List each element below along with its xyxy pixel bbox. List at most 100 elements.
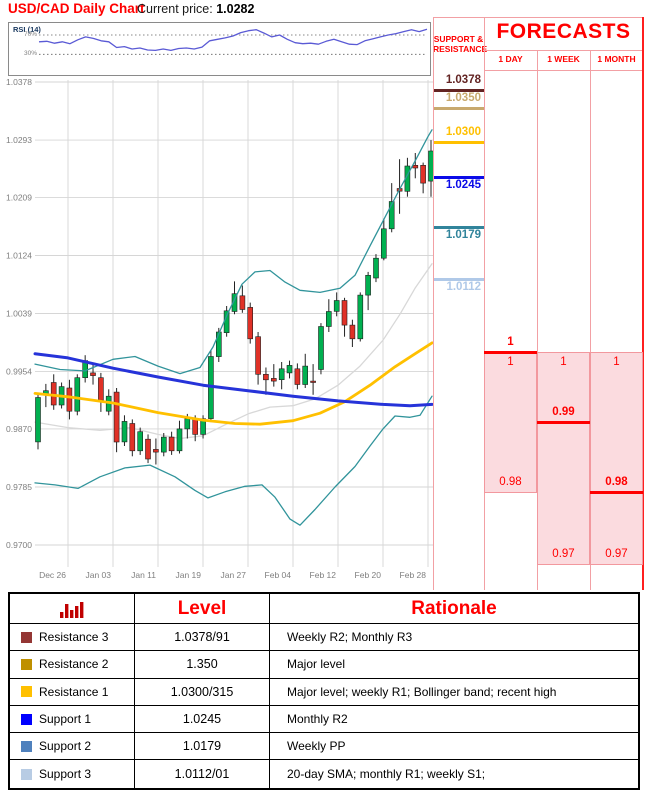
svg-text:Feb 28: Feb 28	[400, 570, 427, 580]
svg-text:Feb 12: Feb 12	[310, 570, 337, 580]
level-name: Resistance 3	[39, 630, 109, 645]
levels-table: Level Rationale Resistance 3 1.0378/91 Wee…	[8, 592, 640, 790]
candle-up	[286, 365, 293, 374]
level-name: Resistance 1	[39, 684, 109, 699]
candle-down	[310, 380, 316, 383]
rsi-30-tick-label: 30%	[23, 50, 37, 57]
forecast-value: 0.99	[552, 406, 575, 418]
forecast-range-box	[590, 352, 643, 565]
forecast-col-1week: 1 WEEK	[547, 54, 580, 64]
forecast-range-box	[484, 352, 537, 493]
candle-up	[333, 300, 340, 312]
level-value: 1.0112/01	[135, 760, 270, 788]
sr-level-label: 1.0112	[446, 281, 481, 293]
level-name: Support 2	[39, 739, 92, 754]
candle-down	[113, 391, 120, 443]
sma-50-line	[33, 341, 434, 426]
candle-down	[168, 436, 175, 452]
candle-up	[121, 421, 128, 443]
level-name: Support 1	[39, 712, 92, 727]
forecast-value: 1	[507, 336, 514, 348]
table-row-name: Support 1	[10, 705, 135, 734]
candle-down	[192, 418, 198, 435]
sr-level-label: 1.0300	[445, 126, 481, 138]
bollinger-lower-line	[34, 395, 433, 526]
svg-text:1.0293: 1.0293	[6, 135, 32, 145]
candle-up	[35, 397, 41, 443]
page-title: USD/CAD Daily Chart	[8, 1, 145, 16]
table-row-name: Resistance 3	[10, 624, 135, 652]
candle-up	[302, 365, 309, 385]
forecast-divider-2	[590, 50, 591, 590]
rsi-panel: RSI (14) 70% 30%	[8, 22, 431, 76]
svg-text:Feb 20: Feb 20	[355, 570, 382, 580]
level-color-swatch	[21, 768, 32, 780]
level-value: 1.0378/91	[135, 624, 270, 652]
table-row-name: Resistance 2	[10, 651, 135, 679]
candle-up	[357, 294, 364, 340]
svg-text:1.0209: 1.0209	[6, 192, 32, 202]
svg-text:0.9785: 0.9785	[6, 482, 32, 492]
candle-down	[129, 423, 136, 452]
candle-up	[74, 377, 81, 412]
forecast-col-1day: 1 DAY	[498, 54, 523, 64]
forecast-subheader-divider	[484, 70, 643, 71]
candle-up	[380, 228, 387, 259]
candle-down	[420, 165, 426, 184]
level-name: Support 3	[39, 767, 92, 782]
support-resistance-header: SUPPORT & RESISTANCE	[433, 34, 488, 55]
candle-down	[349, 324, 356, 340]
candle-up	[231, 293, 238, 312]
level-rationale: Weekly R2; Monthly R3	[270, 624, 638, 652]
forecasts-title: FORECASTS	[496, 20, 631, 43]
forecast-level-line	[590, 491, 643, 494]
forecast-value: 0.98	[605, 476, 628, 488]
level-color-swatch	[21, 658, 32, 670]
candle-down	[90, 372, 96, 376]
sr-level-label: 1.0350	[445, 92, 481, 104]
forecast-divider-1	[537, 50, 538, 590]
rationale-column-header: Rationale	[270, 594, 638, 624]
forecast-title-divider	[484, 50, 643, 51]
candle-down	[270, 378, 277, 382]
bar-chart-icon	[60, 601, 84, 618]
forecast-range-box	[537, 352, 590, 565]
rsi-plot	[38, 28, 428, 55]
candle-down	[145, 438, 151, 460]
forecast-col-1month: 1 MONTH	[597, 54, 636, 64]
level-rationale: Weekly PP	[270, 733, 638, 761]
svg-text:0.9700: 0.9700	[6, 540, 32, 550]
candle-down	[255, 336, 261, 375]
sr-level-line	[433, 278, 484, 281]
bollinger-upper-line	[34, 129, 433, 375]
level-rationale: Major level	[270, 651, 638, 679]
table-row-name: Resistance 1	[10, 678, 135, 706]
svg-text:0.9870: 0.9870	[6, 424, 32, 434]
candle-up	[184, 418, 191, 430]
svg-text:Feb 04: Feb 04	[265, 570, 292, 580]
candle-up	[388, 201, 395, 230]
table-icon-cell	[10, 594, 135, 624]
sr-level-line	[433, 89, 484, 92]
forecast-range-high: 1	[507, 356, 514, 368]
current-price-label: Current price:	[137, 2, 213, 16]
candle-up	[318, 326, 324, 370]
forecast-range-low: 0.97	[552, 548, 575, 560]
candle-down	[412, 165, 419, 169]
sr-left-border	[433, 17, 434, 590]
level-rationale: Major level; weekly R1; Bollinger band; …	[270, 679, 638, 706]
table-row-name: Support 3	[10, 760, 135, 788]
rsi-line	[38, 28, 428, 52]
level-value: 1.0179	[135, 733, 270, 761]
level-column-header: Level	[135, 594, 270, 624]
candle-up	[223, 310, 230, 334]
current-price-value: 1.0282	[216, 2, 255, 16]
level-color-swatch	[21, 713, 32, 725]
level-color-swatch	[21, 631, 32, 643]
forecast-range-low: 0.97	[605, 548, 628, 560]
candle-up	[278, 368, 285, 380]
candle-down	[294, 368, 301, 385]
forecast-level-line	[484, 351, 537, 354]
level-color-swatch	[21, 740, 32, 752]
